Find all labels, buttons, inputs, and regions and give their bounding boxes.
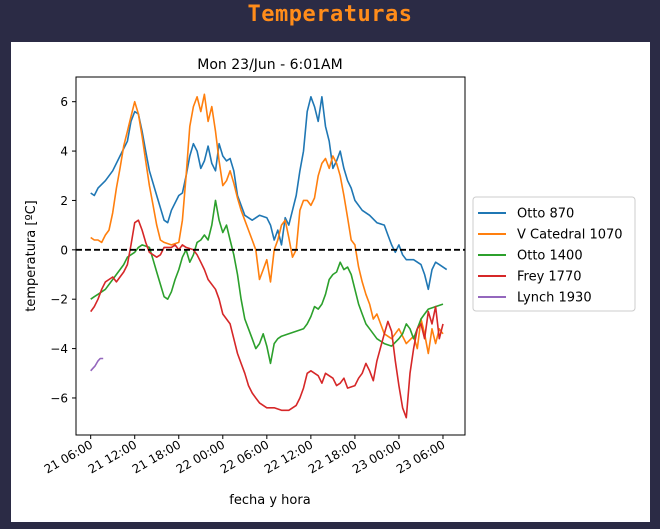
x-tick-label-8: 23 06:00	[394, 437, 447, 476]
legend-label-3: Frey 1770	[517, 270, 582, 285]
x-tick-label-1: 21 12:00	[86, 437, 139, 476]
plot-frame	[75, 76, 466, 436]
legend-label-0: Otto 870	[517, 207, 574, 222]
x-tick-label-4: 22 06:00	[218, 437, 271, 476]
legend-label-1: V Catedral 1070	[517, 228, 623, 243]
x-tick-label-2: 21 18:00	[130, 437, 183, 476]
x-tick-label-3: 22 00:00	[174, 437, 227, 476]
y-tick-label-1: −4	[50, 342, 68, 356]
series-line-1	[90, 93, 444, 355]
y-tick-label-2: −2	[50, 293, 68, 307]
series-line-4	[90, 357, 104, 372]
x-tick-label-6: 22 18:00	[306, 437, 359, 476]
x-axis-label: fecha y hora	[229, 493, 310, 508]
y-tick-label-4: 2	[60, 194, 68, 208]
page-title: Temperaturas	[247, 2, 413, 27]
series-layer	[90, 93, 448, 419]
legend-label-4: Lynch 1930	[517, 291, 592, 306]
legend-box	[472, 196, 636, 312]
page-header: Temperaturas	[0, 0, 660, 40]
y-tick-label-3: 0	[60, 243, 68, 257]
x-tick-label-7: 23 00:00	[350, 437, 403, 476]
series-line-2	[90, 199, 444, 365]
series-line-3	[90, 219, 444, 419]
legend: Otto 870 V Catedral 1070 Otto 1400 Frey 177…	[472, 196, 636, 312]
legend-label-2: Otto 1400	[517, 249, 583, 264]
y-tick-label-6: 6	[60, 95, 68, 109]
x-tick-label-0: 21 06:00	[42, 437, 95, 476]
y-tick-label-0: −6	[50, 391, 68, 405]
y-axis: −6 −4 −2 0 2 4 6	[50, 95, 76, 405]
chart-panel: Mon 23/Jun - 6:01AM 21 06:00 21 12:00 21 1…	[11, 42, 650, 522]
x-tick-label-5: 22 12:00	[262, 437, 315, 476]
y-tick-label-5: 4	[60, 145, 68, 159]
chart-title: Mon 23/Jun - 6:01AM	[197, 57, 342, 73]
series-line-0	[90, 96, 448, 291]
y-axis-label: temperatura [ºC]	[24, 200, 39, 311]
